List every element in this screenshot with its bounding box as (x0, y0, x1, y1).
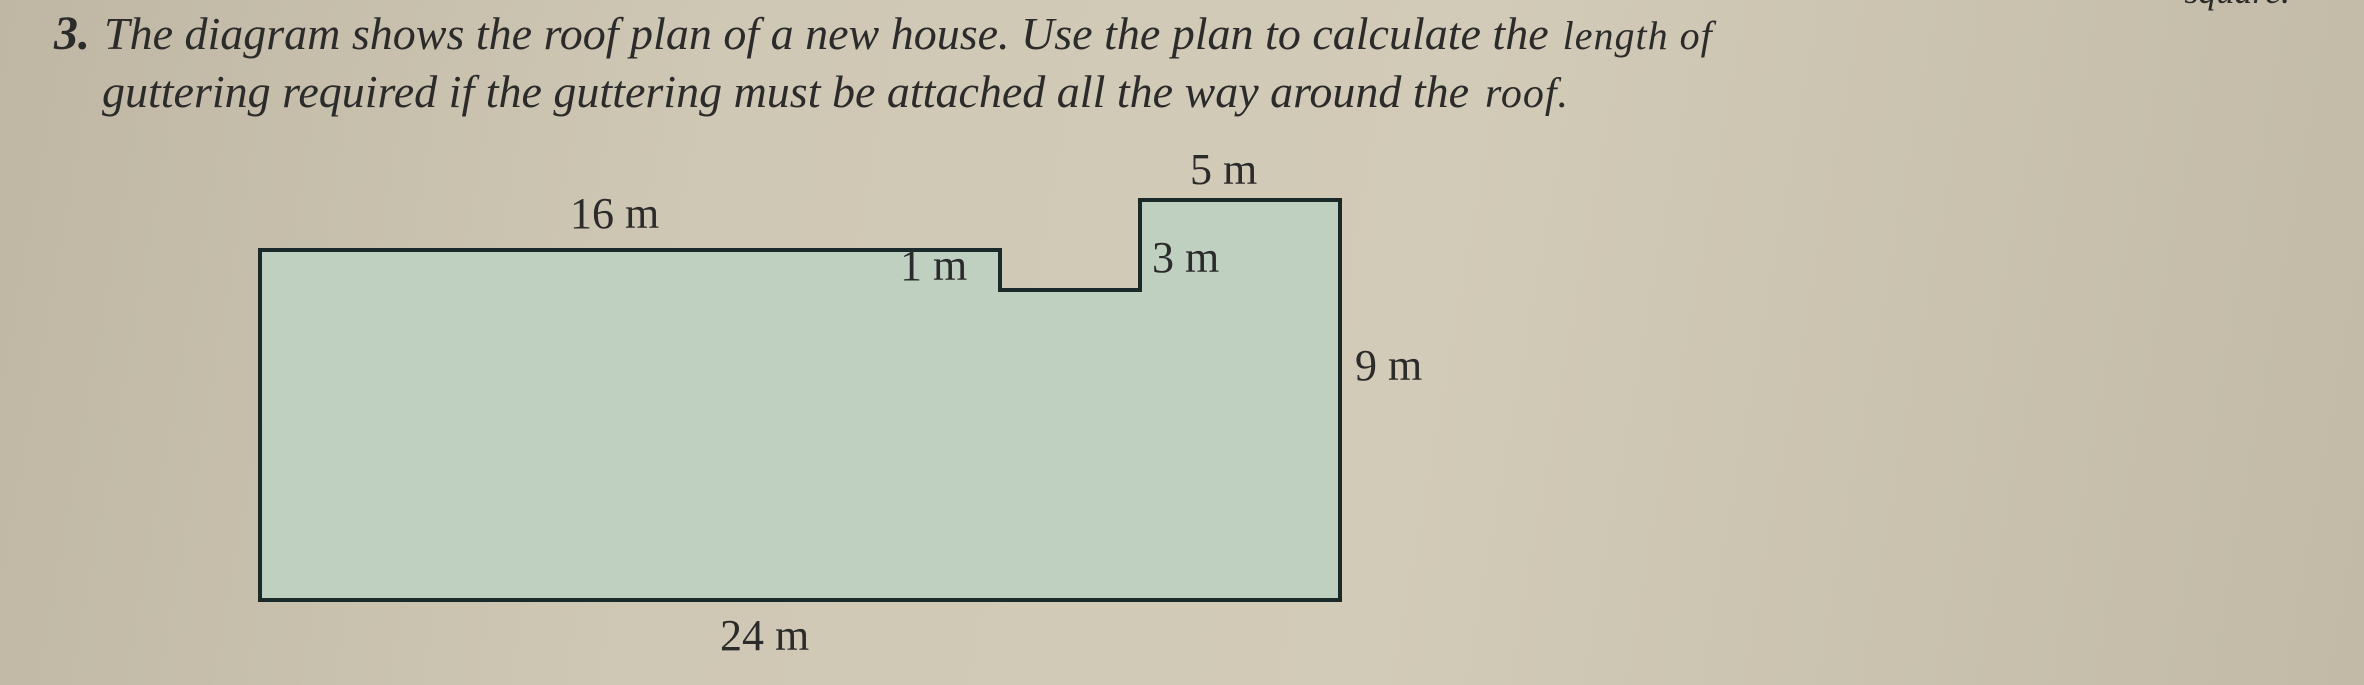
dim-top-left: 16 m (570, 188, 659, 239)
dim-notch-left: 1 m (900, 240, 967, 291)
dim-notch-right: 3 m (1152, 232, 1219, 283)
dim-right: 9 m (1355, 340, 1422, 391)
question-line1-tail: length of (1563, 13, 1713, 58)
roof-plan-diagram: 5 m 16 m 1 m 3 m 9 m 24 m (200, 140, 2160, 680)
roof-shape-svg (200, 140, 2160, 680)
question-number: 3. (54, 7, 90, 60)
question-line2-tail: roof. (1485, 71, 1569, 117)
dim-top-right: 5 m (1190, 144, 1257, 195)
question-line2-main: guttering required if the guttering must… (102, 66, 1469, 117)
question-text: 3. The diagram shows the roof plan of a … (54, 6, 2254, 118)
dim-bottom: 24 m (720, 610, 809, 661)
question-line1-main: The diagram shows the roof plan of a new… (104, 8, 1549, 59)
